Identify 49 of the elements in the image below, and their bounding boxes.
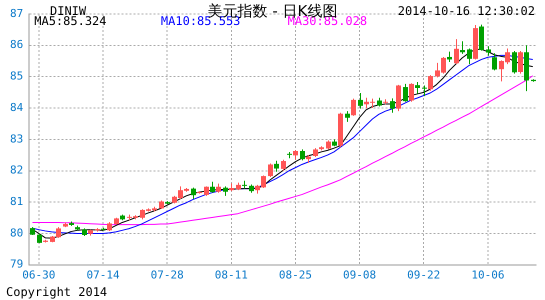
x-tick-label: 08-25 [278,268,312,282]
y-tick-label: 82 [10,164,24,177]
candlestick [415,82,420,94]
y-tick-label: 87 [10,6,24,20]
candlestick [492,52,497,71]
y-tick-label: 80 [10,226,24,240]
x-tick-label: 09-08 [343,268,376,282]
candlestick [223,186,228,196]
candlestick [281,159,286,172]
annotation: 2014-10-16 12:30:02 [398,4,535,18]
candlestick [210,181,215,194]
candlestick [467,48,472,65]
candlestick [293,150,298,160]
y-tick-label: 84 [10,100,24,114]
candlestick [409,82,414,102]
candlestick [454,38,459,65]
x-tick-label: 08-11 [214,268,248,282]
candlestick [358,92,363,110]
candlestick [512,50,517,74]
candlestick [351,98,356,116]
x-tick-label: 10-06 [471,268,504,282]
y-tick-label: 81 [10,194,24,208]
x-tick-label: 06-30 [22,268,56,282]
candlestick [447,51,452,62]
y-tick-label: 86 [10,38,24,52]
candlestick [403,83,408,102]
candlestick [300,148,305,161]
candlestick [479,24,484,52]
candlestick [345,110,350,122]
candlestick [326,140,331,150]
y-tick-label: 83 [10,132,24,146]
candlestick [486,46,491,56]
candlestick [396,84,401,112]
y-tick-label: 79 [10,258,24,271]
candlestick [274,160,279,172]
text: MA5:85.324 [34,14,106,28]
candlestick [268,163,273,178]
x-tick-label: 07-14 [86,268,120,282]
candlestick [428,74,433,92]
candlestick [216,183,221,194]
candlestick [518,50,523,74]
x-tick-label: 07-28 [150,268,184,282]
candlestick [422,84,427,97]
text: Copyright 2014 [6,285,108,299]
x-tick-label: 09-22 [407,268,440,282]
y-tick-label: 85 [10,70,24,83]
candlestick [460,40,465,54]
candlestick [191,187,196,200]
candlestick [390,98,395,114]
